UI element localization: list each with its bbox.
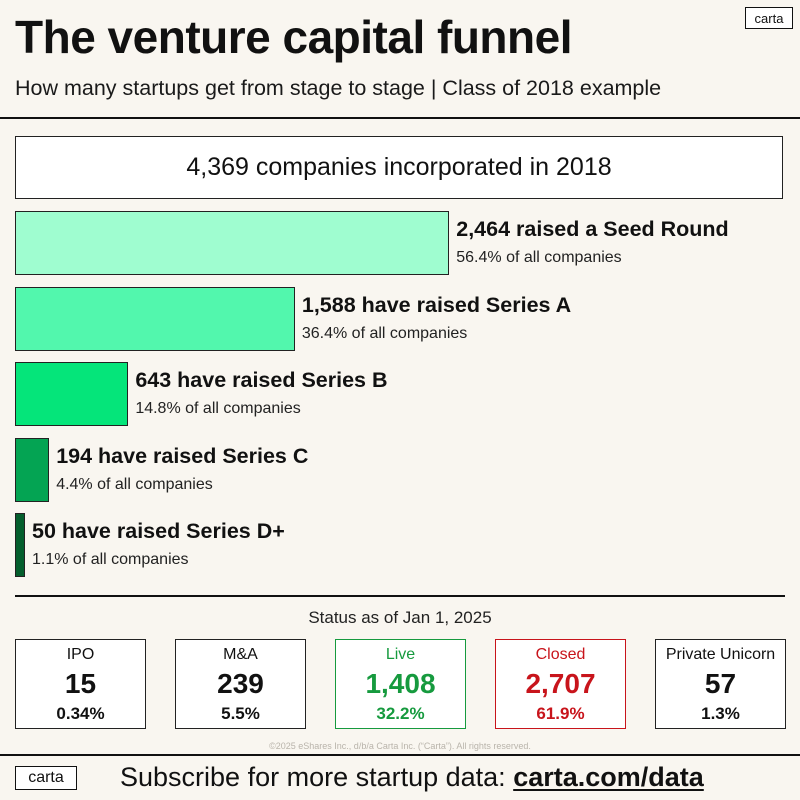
- status-card-percent: 5.5%: [221, 704, 260, 723]
- copyright-notice: ©2025 eShares Inc., d/b/a Carta Inc. (“C…: [269, 741, 531, 751]
- funnel-bar-label: 194 have raised Series C: [56, 443, 309, 468]
- funnel-bar-percent: 14.8% of all companies: [135, 400, 301, 417]
- funnel-bar: [15, 211, 450, 275]
- status-card-label: M&A: [223, 646, 258, 663]
- funnel-bar: [15, 286, 295, 351]
- status-divider: [15, 595, 785, 597]
- funnel-bar-label: 1,588 have raised Series A: [301, 292, 572, 317]
- status-heading: Status as of Jan 1, 2025: [308, 608, 492, 627]
- funnel-bar: [15, 513, 25, 577]
- funnel-bar: [15, 437, 50, 502]
- status-card-label: Live: [385, 646, 416, 663]
- status-card-percent: 0.34%: [56, 704, 105, 723]
- funnel-bar-percent: 56.4% of all companies: [456, 249, 622, 266]
- subscribe-cta: Subscribe for more startup data: carta.c…: [120, 762, 704, 793]
- subscribe-text: Subscribe for more startup data:: [120, 762, 514, 792]
- carta-logo[interactable]: carta: [745, 7, 793, 29]
- status-card-count: 239: [217, 668, 264, 699]
- status-card-count: 57: [704, 668, 737, 699]
- funnel-bar-label: 643 have raised Series B: [135, 368, 388, 392]
- status-card-label: Closed: [535, 646, 586, 663]
- funnel-bar-percent: 36.4% of all companies: [301, 324, 468, 342]
- footer-divider: [0, 754, 800, 756]
- funnel-bar-label: 50 have raised Series D+: [32, 519, 285, 543]
- status-card-label: Private Unicorn: [665, 646, 776, 663]
- funnel-bar-percent: 1.1% of all companies: [32, 551, 189, 568]
- funnel-bar: [15, 362, 129, 426]
- status-card-percent: 1.3%: [701, 704, 740, 723]
- total-companies-box: 4,369 companies incorporated in 2018: [15, 136, 783, 199]
- status-card-ma: M&A 239 5.5%: [175, 639, 306, 729]
- status-card-ipo: IPO 15 0.34%: [15, 639, 146, 729]
- status-card-private-unicorn: Private Unicorn 57 1.3%: [655, 639, 786, 729]
- status-card-percent: 32.2%: [376, 704, 425, 723]
- status-card-percent: 61.9%: [536, 704, 585, 723]
- status-card-live: Live 1,408 32.2%: [335, 639, 466, 729]
- status-card-count: 1,408: [365, 668, 436, 699]
- header-divider: [0, 117, 800, 119]
- funnel-bar-percent: 4.4% of all companies: [56, 475, 213, 493]
- status-card-label: IPO: [66, 646, 95, 663]
- page-title: The venture capital funnel: [15, 11, 573, 63]
- status-card-closed: Closed 2,707 61.9%: [495, 639, 626, 729]
- subscribe-link[interactable]: carta.com/data: [513, 762, 704, 792]
- status-card-count: 15: [64, 668, 97, 699]
- funnel-bar-label: 2,464 raised a Seed Round: [456, 217, 729, 241]
- page-subtitle: How many startups get from stage to stag…: [15, 76, 662, 100]
- status-card-count: 2,707: [525, 668, 596, 699]
- carta-logo-footer[interactable]: carta: [15, 766, 77, 790]
